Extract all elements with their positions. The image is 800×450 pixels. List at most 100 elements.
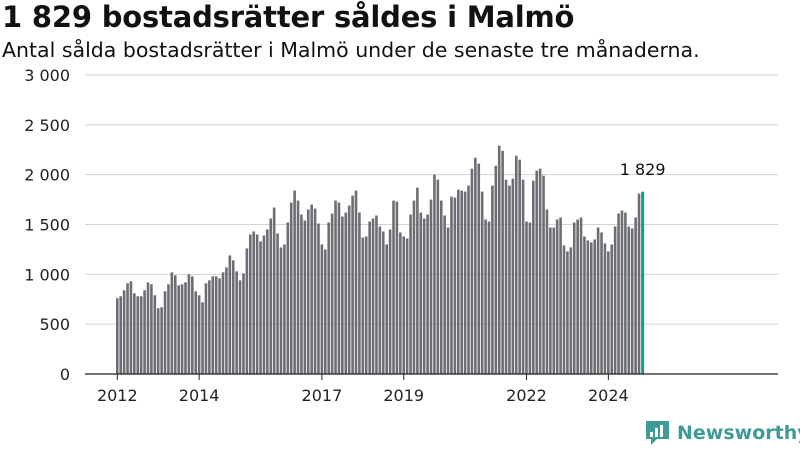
bar — [293, 190, 296, 374]
bar — [218, 278, 221, 374]
bar — [204, 283, 208, 374]
bar — [467, 185, 470, 374]
bar — [453, 197, 457, 374]
bar — [225, 267, 228, 374]
bar — [593, 239, 596, 374]
bar — [429, 199, 433, 374]
bar — [470, 168, 474, 374]
newsworthy-logo-icon — [646, 421, 669, 445]
bar — [160, 307, 163, 374]
bar — [624, 212, 627, 374]
bar — [317, 223, 320, 374]
bar — [474, 157, 477, 374]
bar — [514, 155, 518, 374]
chart-title: 1 829 bostadsrätter såldes i Malmö — [2, 0, 575, 34]
bar — [173, 275, 177, 374]
bar — [484, 219, 487, 374]
bar — [607, 251, 610, 374]
bar — [399, 232, 402, 374]
bar — [177, 285, 180, 374]
bar — [296, 200, 300, 374]
bar-highlight — [641, 191, 645, 374]
bar — [170, 272, 174, 374]
bar — [627, 226, 631, 374]
y-tick-label: 1 000 — [24, 265, 70, 284]
bar — [276, 233, 279, 374]
bar — [402, 236, 406, 374]
bar — [187, 274, 191, 374]
bar — [412, 200, 416, 374]
bar — [358, 212, 361, 374]
y-tick-label: 1 500 — [24, 216, 70, 235]
bar — [572, 222, 576, 374]
bar — [201, 302, 204, 374]
bar — [221, 272, 225, 374]
bar — [259, 241, 262, 374]
x-tick-label: 2019 — [383, 386, 424, 405]
bar — [521, 179, 525, 374]
bar — [136, 296, 140, 374]
bar — [197, 295, 201, 374]
value-label: 1 829 — [620, 160, 666, 179]
bar — [426, 214, 429, 374]
bar — [381, 231, 385, 374]
bar — [378, 226, 382, 374]
y-tick-label: 0 — [60, 365, 70, 384]
bar — [153, 295, 157, 374]
bar — [341, 216, 344, 374]
bar — [620, 210, 624, 374]
bar — [589, 242, 593, 374]
bar — [320, 244, 324, 374]
bar — [143, 290, 146, 374]
x-axis: 2012 2014 2017 2019 2022 2024 — [85, 373, 778, 405]
annotation: 1 829 — [620, 160, 666, 179]
bar — [191, 276, 194, 374]
x-tick-label: 2024 — [588, 386, 629, 405]
bar — [630, 228, 634, 374]
bar — [405, 238, 409, 374]
bar — [303, 220, 307, 374]
bar — [150, 284, 153, 374]
bar — [525, 221, 528, 374]
bar — [555, 219, 559, 374]
bar — [122, 290, 126, 374]
bar — [211, 276, 215, 374]
bar — [286, 222, 290, 374]
bar — [208, 280, 211, 374]
bar — [310, 204, 313, 374]
bar — [457, 189, 460, 374]
bar — [511, 178, 515, 374]
bar — [242, 273, 245, 374]
bar — [613, 226, 617, 374]
bar — [248, 234, 252, 374]
y-axis-labels: 0 500 1 000 1 500 2 000 2 500 3 000 — [24, 66, 70, 384]
bar — [446, 227, 450, 374]
bar — [180, 284, 184, 374]
bar — [194, 291, 198, 374]
bar — [395, 201, 399, 374]
brand-name: Newsworthy — [677, 421, 800, 444]
bar — [617, 213, 620, 374]
chart-subtitle: Antal sålda bostadsrätter i Malmö under … — [2, 38, 700, 62]
bar — [549, 227, 552, 374]
bar — [272, 207, 276, 374]
bars — [116, 145, 645, 374]
bar — [460, 190, 464, 374]
bar — [313, 208, 317, 374]
bar — [477, 163, 481, 374]
bar — [433, 174, 436, 374]
y-tick-label: 2 000 — [24, 166, 70, 185]
bar — [501, 150, 504, 374]
bar — [579, 217, 583, 374]
bar — [600, 232, 603, 374]
bar — [327, 222, 331, 374]
bar — [126, 283, 129, 374]
bar — [252, 231, 255, 374]
bar — [231, 260, 235, 374]
bar — [266, 229, 269, 374]
bar — [262, 235, 266, 374]
bar — [480, 191, 484, 374]
bar — [603, 243, 607, 374]
bar — [375, 215, 378, 374]
